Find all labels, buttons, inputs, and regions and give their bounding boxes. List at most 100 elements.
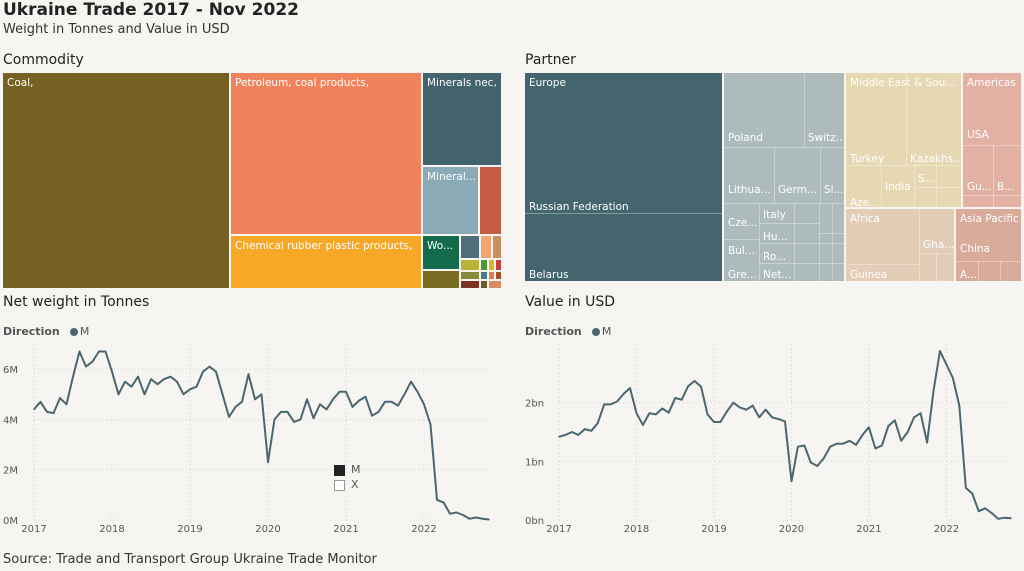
data-point (371, 414, 373, 417)
treemap-tile-small[interactable] (488, 280, 502, 289)
country-label: Gu... (967, 181, 992, 193)
data-point (913, 416, 915, 419)
treemap-region-africa[interactable]: Africa Gha... Guinea (845, 208, 955, 282)
treemap-tile-coal[interactable]: Coal, (2, 72, 230, 289)
treemap-tile-small[interactable] (495, 259, 502, 271)
data-point (622, 393, 625, 395)
treemap-tile-small[interactable] (480, 259, 488, 271)
partner-title: Partner (525, 52, 576, 68)
tile-label: Wo... (427, 240, 454, 252)
data-point (195, 385, 198, 388)
treemap-tile-minerals-nec[interactable]: Minerals nec, (422, 72, 502, 166)
y-tick-label: 0M (3, 516, 18, 527)
data-point (241, 401, 243, 403)
country-label: Gha... (923, 239, 955, 251)
series-line-m[interactable] (558, 350, 1012, 520)
treemap-tile-small[interactable] (495, 271, 502, 280)
data-point (1010, 517, 1012, 520)
legend-item-label: X (351, 478, 359, 491)
country-label: Russian Federation (529, 201, 629, 213)
treemap-tile-small[interactable] (460, 235, 480, 259)
data-point (939, 350, 941, 352)
data-point (182, 393, 185, 396)
data-point (648, 412, 651, 415)
treemap-tile-mineral[interactable]: Mineral... (422, 166, 479, 235)
treemap-tile-small[interactable] (488, 259, 495, 271)
country-label: Kazakhs... (910, 153, 962, 165)
treemap-tile-small[interactable] (480, 271, 488, 280)
data-point (260, 393, 263, 396)
legend-item-m[interactable]: M (69, 325, 90, 338)
data-point (397, 404, 399, 407)
weight-line-chart: 0M 2M 4M 6M 2017 2018 2019 2020 2021 2022 (3, 344, 490, 535)
data-point (564, 434, 567, 436)
legend-item-label: M (79, 325, 90, 338)
data-point (267, 461, 269, 463)
inner-legend-m[interactable]: M (334, 463, 361, 476)
legend-title: Direction (525, 325, 582, 338)
country-label: Lithua... (728, 184, 771, 196)
data-point (202, 370, 204, 373)
treemap-tile-small[interactable] (492, 235, 502, 259)
tile-label: Minerals nec, (427, 77, 497, 89)
data-point (596, 422, 599, 424)
legend-item-label: M (351, 463, 361, 476)
treemap-tile-small[interactable] (460, 280, 480, 289)
country-label: Guinea (850, 269, 888, 281)
data-point (319, 403, 321, 406)
treemap-region-americas[interactable]: Americas USA Gu... B... (962, 72, 1022, 208)
data-point (306, 398, 308, 401)
y-tick-label: 1bn (525, 457, 544, 468)
region-label: Americas (967, 77, 1016, 89)
data-point (803, 444, 806, 447)
data-point (874, 447, 877, 450)
data-point (150, 378, 152, 380)
data-point (293, 421, 295, 423)
country-label: Ro... (763, 251, 787, 263)
region-label: Europe (529, 77, 566, 89)
data-point (558, 435, 560, 438)
legend-item-m[interactable]: M (591, 325, 612, 338)
treemap-tile-wood[interactable]: Wo... (422, 235, 460, 270)
data-point (156, 383, 159, 386)
data-point (72, 375, 74, 378)
treemap-tile-small[interactable] (479, 166, 502, 235)
data-point (900, 440, 903, 442)
treemap-region-asia-pacific[interactable]: Asia Pacific China A... (955, 208, 1022, 282)
inner-legend-x[interactable]: X (334, 478, 361, 491)
data-point (687, 385, 689, 388)
country-label: Switz... (808, 132, 845, 144)
data-point (325, 408, 328, 411)
country-label: B... (997, 181, 1015, 193)
treemap-tile-small[interactable] (422, 270, 460, 289)
series-line-m[interactable] (33, 350, 490, 521)
treemap-region-europe-other[interactable]: Poland Switz... Lithua... Germ... Sl... … (723, 72, 845, 282)
treemap-tile-small[interactable] (460, 271, 480, 280)
data-point (52, 412, 55, 414)
data-point (111, 370, 113, 373)
data-point (130, 385, 133, 388)
legend-item-label: M (601, 325, 612, 338)
data-point (745, 408, 748, 411)
treemap-tile-small[interactable] (488, 271, 495, 280)
treemap-region-europe[interactable]: Europe Russian Federation Belarus (524, 72, 723, 282)
data-point (345, 390, 347, 393)
treemap-tile-small[interactable] (480, 235, 492, 259)
y-tick-label: 0bn (525, 516, 544, 527)
treemap-tile-small[interactable] (460, 259, 480, 271)
value-direction-legend: Direction M (525, 320, 611, 339)
data-point (835, 442, 838, 445)
data-point (449, 512, 451, 515)
country-label: Belarus (529, 269, 569, 281)
treemap-tile-small[interactable] (480, 280, 488, 289)
treemap-tile-petroleum[interactable]: Petroleum, coal products, (230, 72, 422, 235)
country-label: China (960, 243, 990, 255)
x-tick-label: 2017 (21, 524, 46, 535)
data-point (364, 396, 367, 398)
treemap-tile-chemical[interactable]: Chemical rubber plastic products, (230, 235, 422, 289)
treemap-region-middle-east[interactable]: Middle East & Sou... Turkey Kazakhs... I… (845, 72, 962, 208)
data-point (462, 514, 464, 516)
data-point (680, 398, 683, 401)
data-point (91, 360, 94, 363)
data-point (667, 411, 670, 414)
